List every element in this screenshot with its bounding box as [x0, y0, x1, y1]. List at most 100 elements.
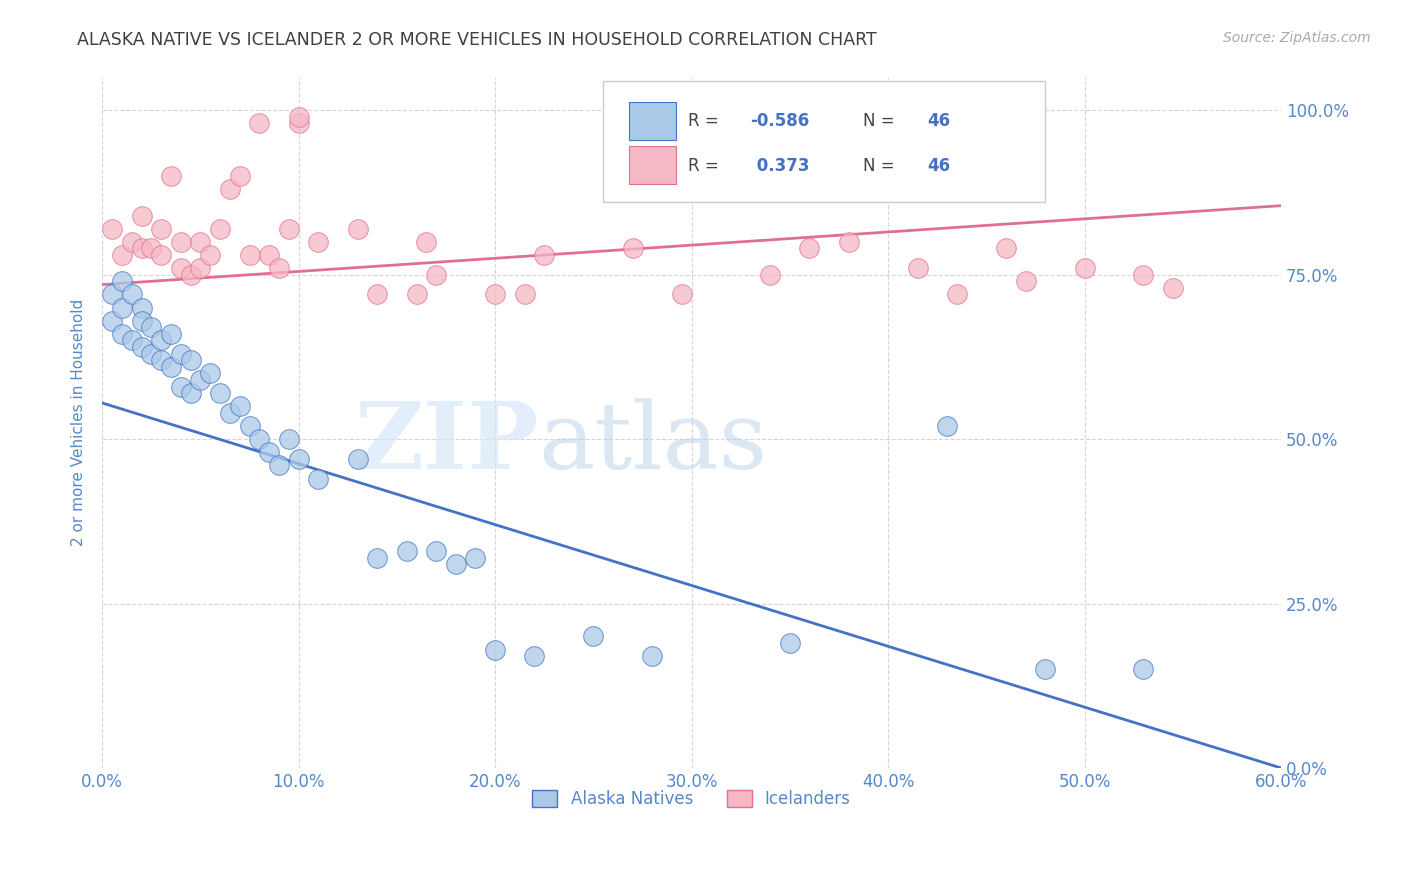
Point: [799, 242, 821, 256]
Text: Source: ZipAtlas.com: Source: ZipAtlas.com: [1223, 31, 1371, 45]
Point: [395, 544, 418, 558]
Point: [247, 116, 270, 130]
Point: [219, 182, 242, 196]
Point: [111, 248, 134, 262]
Point: [150, 221, 173, 235]
Point: [101, 287, 124, 301]
Point: [200, 248, 222, 262]
Point: [131, 242, 153, 256]
Point: [1014, 274, 1036, 288]
Point: [219, 406, 242, 420]
Text: N =: N =: [862, 157, 900, 175]
Point: [838, 235, 860, 249]
FancyBboxPatch shape: [628, 146, 676, 185]
Point: [1073, 261, 1095, 276]
Point: [121, 334, 143, 348]
Point: [759, 268, 782, 282]
Point: [425, 268, 447, 282]
Point: [307, 235, 329, 249]
Point: [346, 221, 368, 235]
Point: [464, 550, 486, 565]
Point: [131, 301, 153, 315]
Point: [101, 314, 124, 328]
Point: [936, 419, 959, 434]
Text: 46: 46: [928, 112, 950, 130]
Legend: Alaska Natives, Icelanders: Alaska Natives, Icelanders: [526, 783, 858, 815]
Point: [415, 235, 437, 249]
Point: [513, 287, 536, 301]
Point: [277, 432, 299, 446]
Point: [180, 268, 202, 282]
Point: [444, 557, 467, 571]
Point: [131, 209, 153, 223]
Point: [121, 235, 143, 249]
Point: [267, 458, 290, 473]
Point: [141, 346, 163, 360]
Point: [779, 636, 801, 650]
Point: [484, 287, 506, 301]
Point: [267, 261, 290, 276]
Point: [131, 314, 153, 328]
Point: [247, 432, 270, 446]
Point: [1132, 662, 1154, 676]
Point: [170, 379, 193, 393]
Point: [346, 451, 368, 466]
Point: [1132, 268, 1154, 282]
Point: [621, 242, 644, 256]
Point: [160, 326, 183, 341]
FancyBboxPatch shape: [603, 81, 1045, 202]
Point: [111, 301, 134, 315]
Text: 46: 46: [928, 157, 950, 175]
Point: [523, 649, 546, 664]
Point: [366, 550, 388, 565]
Point: [200, 367, 222, 381]
Point: [101, 221, 124, 235]
Point: [180, 386, 202, 401]
Point: [366, 287, 388, 301]
Point: [121, 287, 143, 301]
Point: [141, 320, 163, 334]
Text: R =: R =: [688, 157, 724, 175]
Text: ZIP: ZIP: [354, 399, 538, 489]
Point: [180, 353, 202, 368]
Point: [287, 116, 309, 130]
Point: [160, 359, 183, 374]
Point: [209, 221, 232, 235]
Point: [582, 629, 605, 643]
Text: atlas: atlas: [538, 399, 768, 489]
Point: [238, 248, 260, 262]
Point: [190, 261, 212, 276]
Point: [190, 235, 212, 249]
Point: [287, 110, 309, 124]
Point: [170, 261, 193, 276]
Text: N =: N =: [862, 112, 900, 130]
Point: [141, 242, 163, 256]
Point: [150, 353, 173, 368]
Text: R =: R =: [688, 112, 724, 130]
Text: 0.373: 0.373: [751, 157, 808, 175]
Point: [287, 451, 309, 466]
Text: -0.586: -0.586: [751, 112, 810, 130]
Point: [111, 274, 134, 288]
Point: [425, 544, 447, 558]
Point: [277, 221, 299, 235]
Point: [405, 287, 427, 301]
Point: [533, 248, 555, 262]
FancyBboxPatch shape: [628, 102, 676, 139]
Point: [150, 248, 173, 262]
Point: [671, 287, 693, 301]
Point: [484, 642, 506, 657]
Point: [170, 346, 193, 360]
Point: [307, 472, 329, 486]
Point: [111, 326, 134, 341]
Point: [229, 169, 252, 183]
Point: [257, 248, 280, 262]
Text: ALASKA NATIVE VS ICELANDER 2 OR MORE VEHICLES IN HOUSEHOLD CORRELATION CHART: ALASKA NATIVE VS ICELANDER 2 OR MORE VEH…: [77, 31, 877, 49]
Point: [160, 169, 183, 183]
Point: [1161, 281, 1184, 295]
Point: [229, 399, 252, 413]
Point: [238, 419, 260, 434]
Point: [257, 445, 280, 459]
Point: [150, 334, 173, 348]
Point: [1033, 662, 1056, 676]
